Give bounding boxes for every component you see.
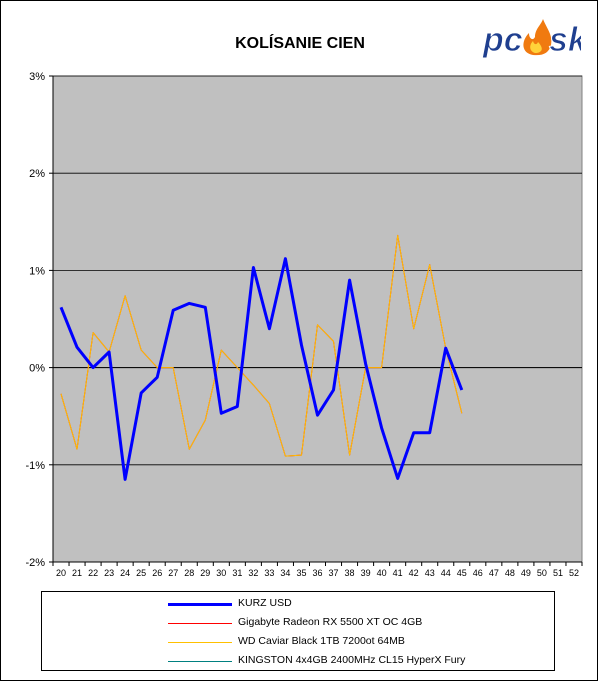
legend-item: WD Caviar Black 1TB 7200ot 64MB	[42, 634, 552, 650]
x-tick-label: 37	[329, 568, 339, 578]
legend-swatch	[168, 661, 232, 662]
legend-item: Gigabyte Radeon RX 5500 XT OC 4GB	[42, 615, 552, 631]
x-tick-label: 25	[136, 568, 146, 578]
series-line-2	[60, 234, 463, 457]
x-tick-label: 31	[232, 568, 242, 578]
x-tick-label: 33	[264, 568, 274, 578]
x-tick-label: 48	[505, 568, 515, 578]
legend-label: Gigabyte Radeon RX 5500 XT OC 4GB	[238, 616, 423, 628]
x-tick-label: 49	[521, 568, 531, 578]
x-tick-label: 30	[216, 568, 226, 578]
x-tick-label: 42	[409, 568, 419, 578]
plot-area	[52, 75, 583, 563]
x-tick-label: 51	[553, 568, 563, 578]
legend-label: WD Caviar Black 1TB 7200ot 64MB	[238, 635, 405, 647]
x-tick-label: 40	[377, 568, 387, 578]
x-tick-label: 34	[280, 568, 290, 578]
y-tick-label: 1%	[29, 265, 45, 277]
x-tick-label: 32	[248, 568, 258, 578]
x-tick-label: 39	[361, 568, 371, 578]
logo-text-right: sk	[549, 21, 581, 59]
series-line-0	[59, 257, 464, 481]
y-tick-label: -1%	[25, 460, 45, 472]
x-tick-label: 35	[296, 568, 306, 578]
chart-title: KOLÍSANIE CIEN	[235, 35, 365, 52]
legend-label: KINGSTON 4x4GB 2400MHz CL15 HyperX Fury	[238, 654, 466, 666]
legend-swatch	[168, 623, 232, 624]
legend-swatch	[168, 642, 232, 643]
x-tick-label: 52	[569, 568, 579, 578]
pcsk-logo: pc sk	[482, 19, 581, 59]
x-tick-label: 26	[152, 568, 162, 578]
x-tick-label: 28	[184, 568, 194, 578]
logo-text-left: pc	[482, 21, 523, 59]
x-tick-label: 45	[457, 568, 467, 578]
legend-label: KURZ USD	[238, 597, 292, 609]
chart-legend: KURZ USD Gigabyte Radeon RX 5500 XT OC 4G…	[41, 591, 555, 671]
x-tick-label: 46	[473, 568, 483, 578]
x-tick-label: 38	[345, 568, 355, 578]
x-tick-label: 50	[537, 568, 547, 578]
x-tick-label: 21	[72, 568, 82, 578]
legend-swatch	[168, 603, 232, 606]
x-tick-label: 44	[441, 568, 451, 578]
y-tick-label: -2%	[25, 557, 45, 569]
x-tick-label: 36	[312, 568, 322, 578]
x-tick-label: 27	[168, 568, 178, 578]
x-tick-label: 47	[489, 568, 499, 578]
x-tick-label: 41	[393, 568, 403, 578]
x-tick-label: 24	[120, 568, 130, 578]
legend-item: KURZ USD	[42, 596, 552, 612]
legend-item: KINGSTON 4x4GB 2400MHz CL15 HyperX Fury	[42, 653, 552, 669]
x-tick-label: 20	[56, 568, 66, 578]
x-tick-label: 43	[425, 568, 435, 578]
x-tick-label: 22	[88, 568, 98, 578]
y-tick-label: 3%	[29, 71, 45, 83]
y-tick-label: 2%	[29, 168, 45, 180]
flame-icon	[523, 19, 552, 56]
x-tick-label: 29	[200, 568, 210, 578]
x-tick-label: 23	[104, 568, 114, 578]
y-tick-label: 0%	[29, 363, 45, 375]
